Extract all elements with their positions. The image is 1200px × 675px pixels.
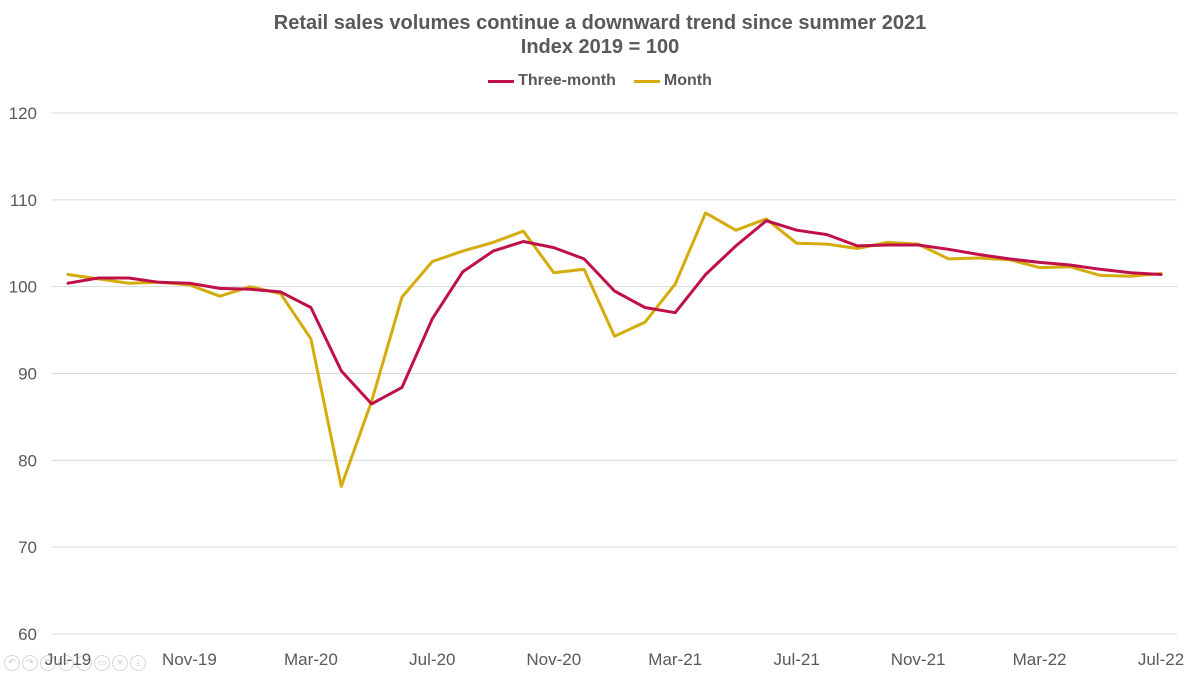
- series-line-three-month: [66, 219, 1163, 406]
- undo-icon[interactable]: ↶: [4, 655, 20, 671]
- legend: Three-month Month: [0, 72, 1200, 90]
- save-icon[interactable]: ⤓: [130, 655, 146, 671]
- y-tick-label: 110: [10, 191, 37, 210]
- chart-subtitle: Index 2019 = 100: [520, 36, 680, 58]
- image-icon[interactable]: ▭: [94, 655, 110, 671]
- x-tick-label: Jul-22: [1138, 650, 1184, 669]
- x-tick-label: Nov-20: [526, 650, 581, 669]
- x-tick-label: Mar-20: [284, 650, 338, 669]
- gridlines: [52, 112, 1177, 635]
- x-tick-label: Nov-21: [891, 650, 946, 669]
- chart-title: Retail sales volumes continue a downward…: [273, 12, 927, 34]
- x-tick-label: Jul-21: [774, 650, 820, 669]
- y-tick-label: 70: [18, 538, 37, 557]
- crop-icon[interactable]: ⌗: [58, 655, 74, 671]
- legend-swatch-three-month: [488, 79, 515, 83]
- legend-swatch-month: [633, 79, 660, 83]
- x-tick-label: Nov-19: [162, 650, 217, 669]
- y-axis-ticks: 60 70 80 90 100 110 120: [9, 104, 37, 644]
- copy-icon[interactable]: ⧉: [40, 655, 56, 671]
- series-line-month: [66, 211, 1163, 488]
- legend-item-three-month: Three-month: [488, 72, 616, 90]
- x-tick-label: Mar-22: [1013, 650, 1067, 669]
- redo-icon[interactable]: ↷: [22, 655, 38, 671]
- legend-item-month: Month: [633, 72, 712, 90]
- y-tick-label: 90: [18, 365, 37, 384]
- x-axis-ticks: Jul-19 Nov-19 Mar-20 Jul-20 Nov-20 Mar-21 Jul-…: [45, 650, 1184, 669]
- zoom-icon[interactable]: ⌕: [76, 655, 92, 671]
- x-tick-label: Jul-20: [409, 650, 455, 669]
- legend-label-month: Month: [663, 72, 712, 89]
- legend-label-three-month: Three-month: [518, 72, 616, 89]
- y-tick-label: 80: [18, 451, 37, 470]
- close-icon[interactable]: ×: [112, 655, 128, 671]
- y-tick-label: 120: [9, 104, 37, 123]
- viewer-toolbar: ↶ ↷ ⧉ ⌗ ⌕ ▭ × ⤓: [4, 655, 146, 671]
- y-tick-label: 100: [9, 278, 37, 297]
- series-lines: [66, 211, 1163, 488]
- y-tick-label: 60: [18, 625, 37, 644]
- x-tick-label: Mar-21: [648, 650, 702, 669]
